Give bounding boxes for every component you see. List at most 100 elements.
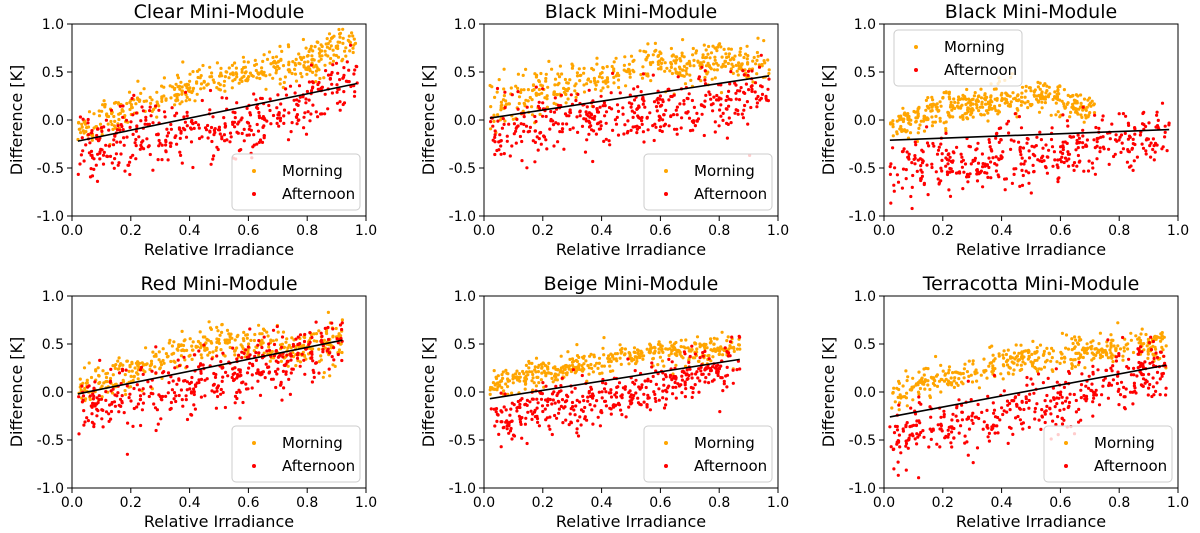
data-point: [1002, 409, 1006, 413]
data-point: [191, 122, 195, 126]
data-point: [504, 420, 508, 424]
data-point: [588, 354, 592, 358]
data-point: [496, 119, 500, 123]
data-point: [221, 351, 225, 355]
data-point: [229, 332, 233, 336]
data-point: [641, 354, 645, 358]
data-point: [889, 162, 893, 166]
data-point: [1023, 362, 1027, 366]
data-point: [931, 141, 935, 146]
data-point: [519, 90, 523, 95]
data-point: [284, 340, 288, 344]
data-point: [685, 372, 689, 376]
data-point: [168, 84, 172, 88]
data-point: [131, 424, 135, 428]
data-point: [287, 377, 291, 381]
data-point: [1031, 152, 1035, 156]
data-point: [96, 139, 101, 143]
data-point: [969, 110, 973, 114]
data-point: [171, 379, 175, 383]
data-point: [129, 399, 133, 403]
data-point: [745, 100, 750, 104]
data-point: [208, 65, 212, 69]
data-point: [628, 389, 632, 393]
legend-marker-afternoon: [664, 192, 668, 196]
data-point: [1160, 337, 1164, 341]
data-point: [1025, 141, 1029, 145]
data-point: [267, 103, 271, 108]
data-point: [492, 119, 496, 123]
data-point: [1003, 101, 1007, 105]
data-point: [149, 362, 154, 366]
data-point: [223, 75, 227, 79]
data-point: [1024, 349, 1028, 353]
data-point: [108, 379, 113, 383]
data-point: [691, 46, 695, 51]
data-point: [508, 154, 512, 158]
data-point: [206, 353, 210, 357]
data-point: [1086, 115, 1090, 119]
data-point: [570, 400, 575, 405]
data-point: [248, 327, 252, 331]
data-point: [160, 158, 164, 162]
data-point: [591, 105, 595, 109]
data-point: [729, 47, 734, 51]
data-point: [1107, 162, 1111, 166]
data-point: [84, 397, 88, 401]
data-point: [313, 45, 317, 49]
data-point: [246, 352, 250, 356]
data-point: [676, 75, 680, 79]
data-point: [721, 62, 725, 66]
data-point: [128, 172, 132, 177]
data-point: [956, 101, 960, 105]
data-point: [952, 385, 957, 389]
data-point: [178, 150, 182, 154]
data-point: [287, 60, 291, 64]
data-point: [536, 401, 540, 405]
data-point: [1090, 161, 1094, 165]
data-point: [1162, 354, 1166, 358]
data-point: [952, 379, 956, 383]
data-point: [294, 79, 299, 83]
data-point: [233, 61, 237, 65]
data-point: [953, 100, 957, 104]
data-point: [318, 76, 322, 81]
data-point: [1074, 110, 1078, 114]
data-point: [956, 383, 960, 387]
data-point: [240, 76, 244, 80]
data-point: [139, 91, 143, 95]
data-point: [1028, 86, 1032, 90]
data-point: [314, 320, 318, 324]
data-point: [627, 405, 631, 409]
data-point: [80, 384, 84, 388]
data-point: [682, 99, 686, 103]
data-point: [509, 426, 513, 431]
x-tick-label: 0.8: [708, 223, 730, 239]
data-point: [559, 104, 563, 108]
data-point: [648, 61, 653, 65]
data-point: [734, 108, 738, 112]
data-point: [100, 148, 104, 152]
data-point: [727, 55, 731, 59]
data-point: [539, 83, 543, 87]
data-point: [101, 425, 105, 429]
data-point: [126, 163, 130, 167]
data-point: [1099, 348, 1103, 352]
data-point: [162, 94, 166, 98]
data-point: [109, 417, 113, 421]
data-point: [891, 390, 895, 395]
data-point: [597, 390, 601, 394]
data-point: [1098, 146, 1102, 150]
data-point: [209, 125, 214, 130]
data-point: [916, 114, 920, 118]
data-point: [302, 358, 306, 362]
data-point: [734, 97, 738, 101]
data-point: [298, 364, 302, 368]
data-point: [917, 392, 921, 396]
data-point: [983, 164, 987, 168]
data-point: [92, 112, 96, 116]
data-point: [504, 99, 508, 103]
data-point: [1081, 355, 1085, 360]
data-point: [1042, 352, 1046, 356]
data-point: [574, 404, 578, 408]
